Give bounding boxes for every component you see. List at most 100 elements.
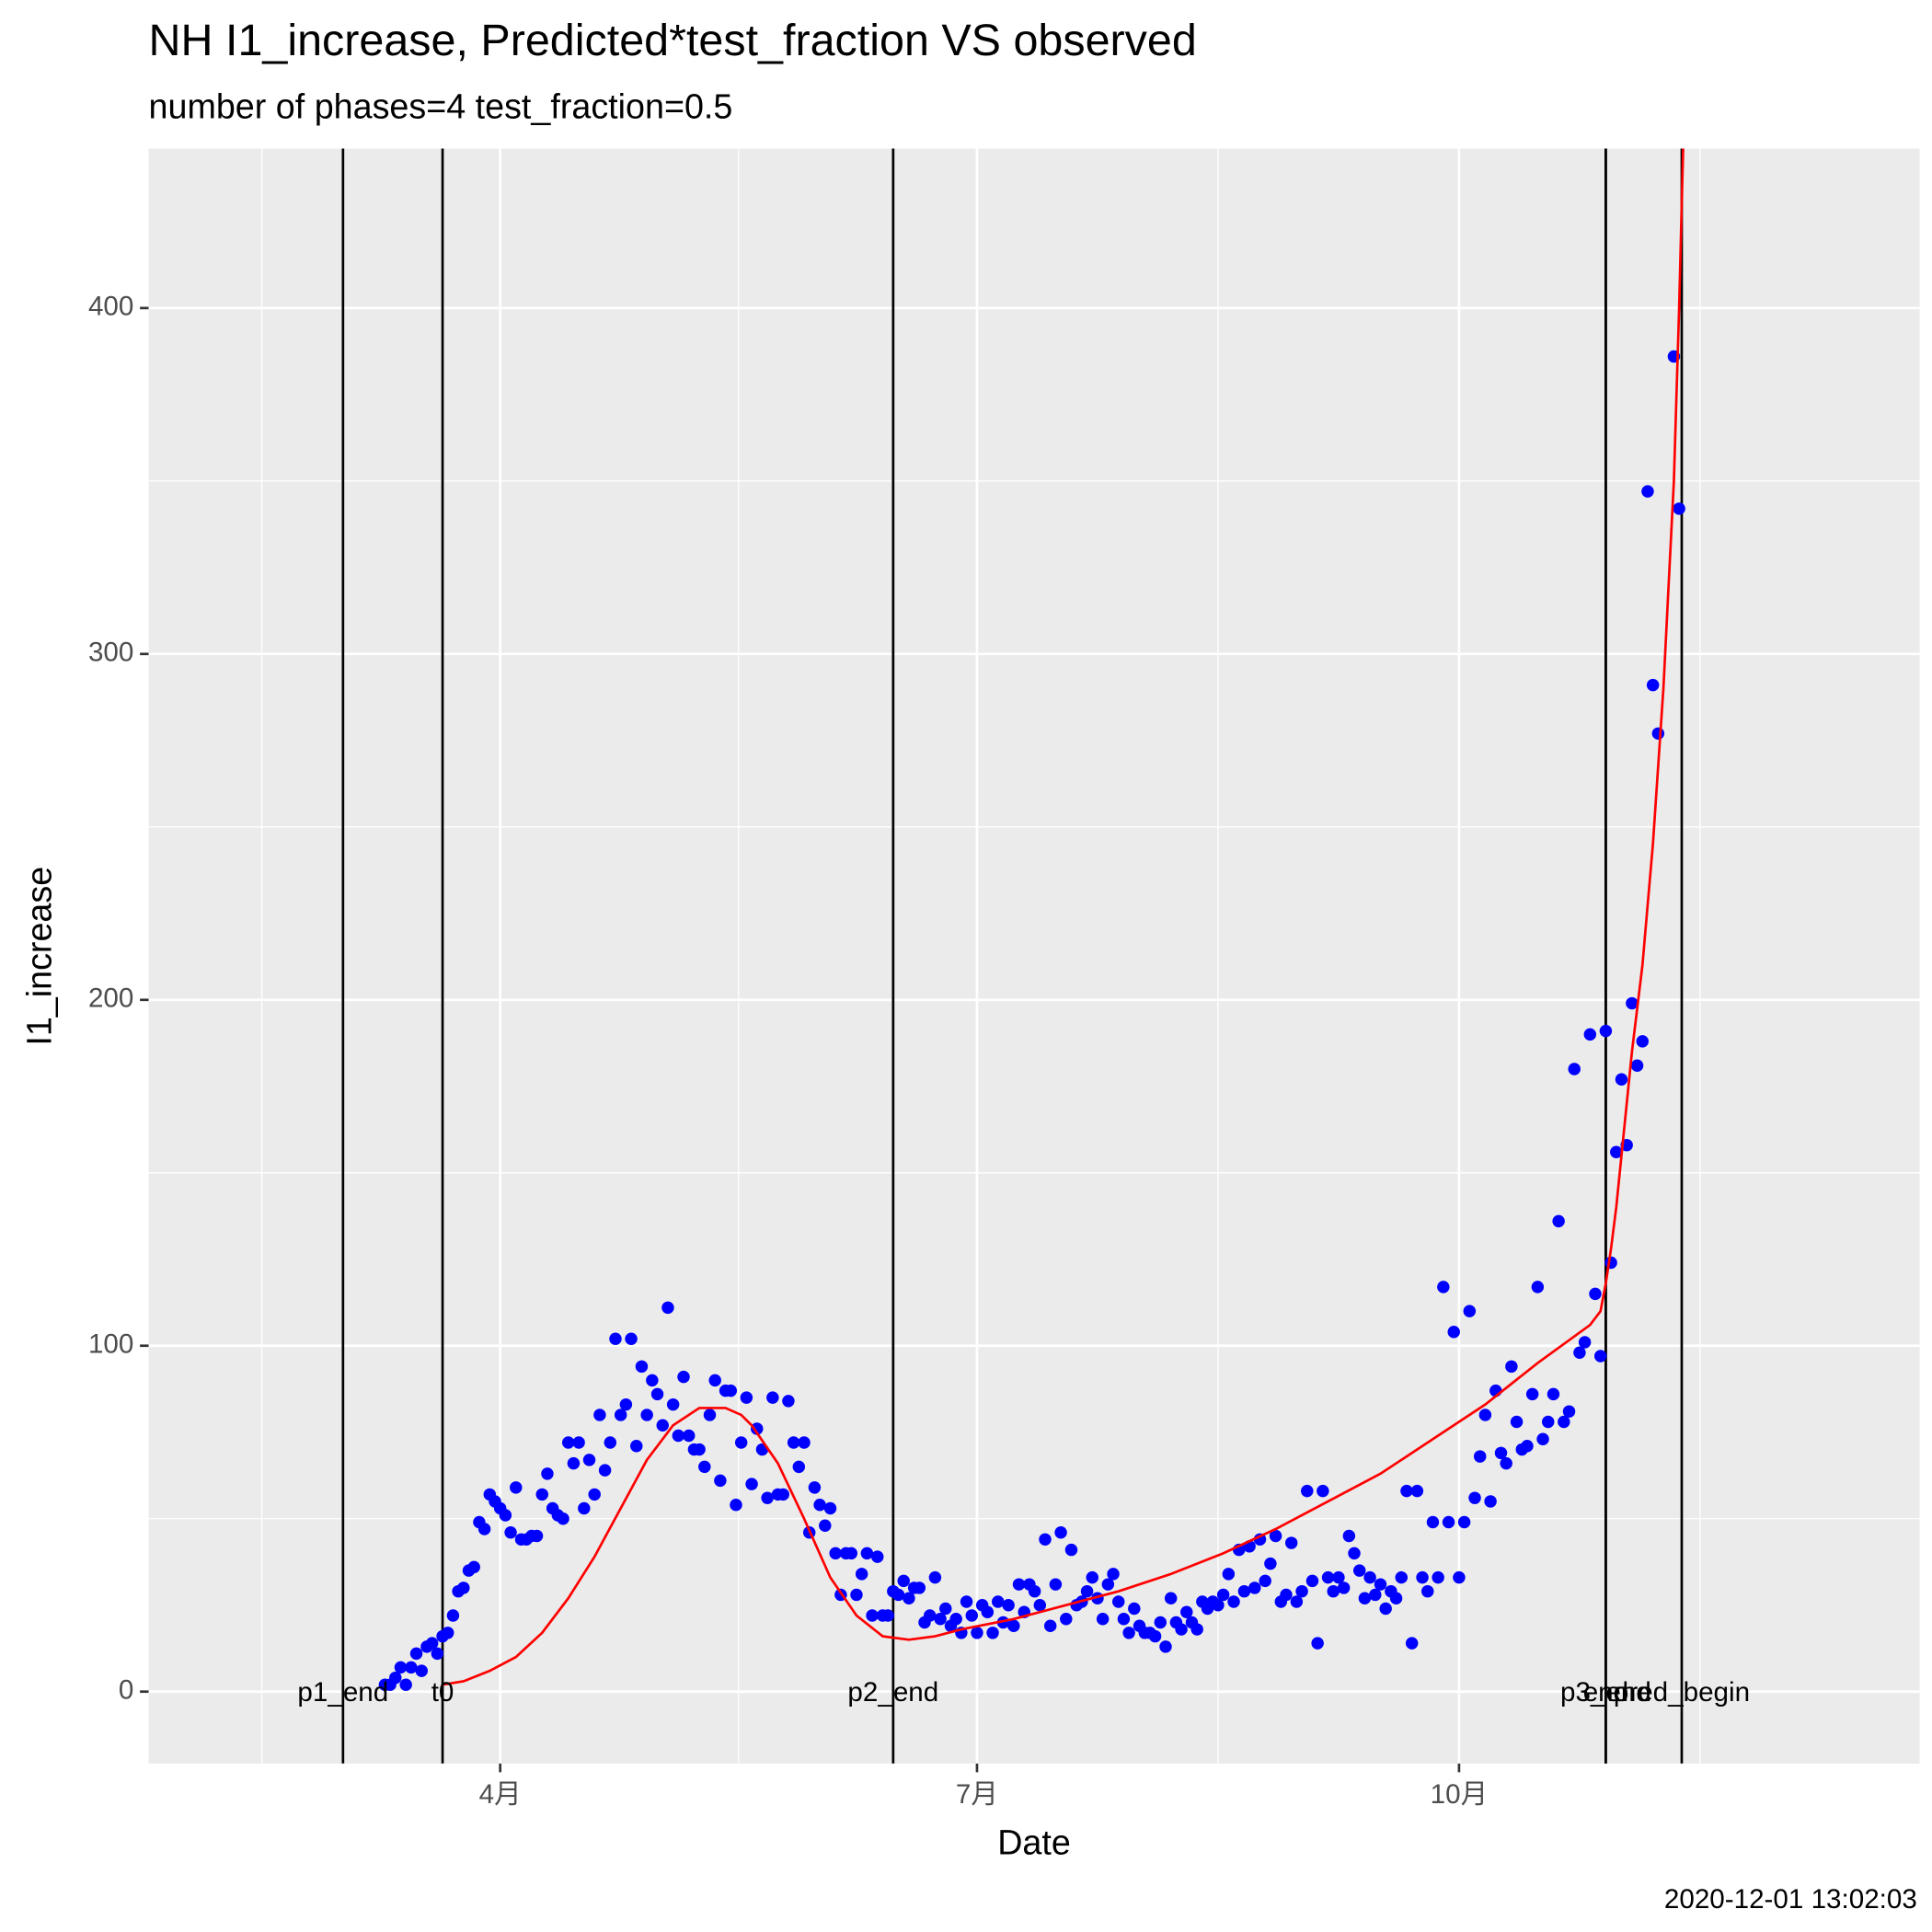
data-point [1626, 996, 1639, 1010]
data-point [477, 1523, 491, 1535]
data-point [1463, 1305, 1477, 1317]
data-point [646, 1374, 659, 1387]
data-point [561, 1436, 575, 1449]
data-point [593, 1409, 606, 1421]
data-point [960, 1595, 973, 1608]
data-point [1484, 1495, 1497, 1508]
data-point [1583, 1028, 1597, 1041]
data-point [1342, 1529, 1356, 1543]
data-point [1410, 1484, 1424, 1498]
data-point [1400, 1484, 1413, 1498]
data-point [640, 1409, 653, 1421]
y-tick-label: 200 [88, 983, 133, 1014]
data-point [1369, 1588, 1382, 1602]
data-point [813, 1498, 826, 1512]
data-point [1494, 1446, 1508, 1460]
data-point [1290, 1595, 1304, 1608]
data-point [866, 1609, 879, 1622]
data-point [1164, 1592, 1178, 1604]
data-point [1237, 1584, 1251, 1598]
data-point [1416, 1570, 1429, 1584]
data-point [619, 1397, 633, 1411]
data-point [934, 1613, 947, 1626]
data-point [965, 1609, 978, 1622]
data-point [708, 1374, 721, 1387]
data-point [1673, 502, 1685, 515]
y-tick-label: 0 [119, 1675, 133, 1706]
data-point [703, 1409, 717, 1421]
data-point [1562, 1405, 1576, 1418]
data-point [499, 1509, 512, 1522]
data-point [1395, 1570, 1409, 1584]
data-point [992, 1595, 1005, 1608]
data-point [1337, 1581, 1351, 1594]
data-point [891, 1588, 905, 1602]
data-point [787, 1436, 800, 1449]
data-point [1117, 1613, 1131, 1626]
data-point [625, 1332, 638, 1345]
data-point [677, 1370, 690, 1384]
data-point [1039, 1533, 1052, 1547]
data-point [405, 1661, 418, 1674]
data-point [1363, 1570, 1376, 1584]
data-point [981, 1605, 995, 1618]
data-point [409, 1647, 423, 1661]
data-point [1086, 1570, 1098, 1584]
data-point [635, 1360, 649, 1374]
data-point [724, 1384, 738, 1397]
data-point [541, 1467, 554, 1480]
data-point [1180, 1605, 1193, 1618]
data-point [1054, 1526, 1067, 1539]
data-point [1321, 1570, 1335, 1584]
chart-subtitle: number of phases=4 test_fraction=0.5 [149, 86, 733, 125]
x-tick-label: 4月 [479, 1779, 522, 1810]
data-point [630, 1440, 643, 1453]
data-point [1259, 1574, 1271, 1588]
data-point [1148, 1629, 1162, 1643]
data-point [1558, 1415, 1570, 1429]
data-point [766, 1391, 779, 1404]
data-point [567, 1456, 581, 1470]
data-point [1389, 1592, 1403, 1604]
data-point [1473, 1450, 1487, 1463]
data-point [1311, 1637, 1324, 1650]
data-point [1578, 1336, 1592, 1349]
data-point [1432, 1570, 1444, 1584]
data-point [1374, 1578, 1387, 1591]
data-point [1112, 1595, 1125, 1608]
data-point [808, 1481, 822, 1494]
data-point [740, 1391, 753, 1404]
data-point [510, 1481, 523, 1494]
data-point [1064, 1543, 1078, 1557]
phase-label: p2_end [847, 1677, 938, 1708]
data-point [751, 1422, 764, 1435]
data-point [1604, 1256, 1617, 1270]
data-point [1536, 1432, 1549, 1445]
data-point [557, 1512, 569, 1525]
data-point [425, 1637, 439, 1650]
data-point [1636, 1035, 1649, 1048]
data-point [394, 1661, 408, 1674]
data-point [588, 1488, 601, 1501]
data-point [1437, 1281, 1450, 1294]
data-point [1421, 1584, 1434, 1598]
data-point [850, 1588, 863, 1602]
data-point [1646, 678, 1660, 692]
x-axis-title: Date [997, 1823, 1071, 1862]
data-point [572, 1436, 585, 1449]
data-point [782, 1395, 795, 1408]
data-point [457, 1581, 470, 1594]
data-point [1426, 1515, 1440, 1529]
x-tick-label: 10月 [1431, 1779, 1489, 1810]
data-point [1264, 1557, 1277, 1570]
data-point [1096, 1613, 1110, 1626]
data-point [682, 1429, 696, 1443]
data-point [1615, 1073, 1628, 1086]
data-point [1442, 1515, 1455, 1529]
phase-label: pred_begin [1614, 1677, 1750, 1708]
data-point [1332, 1570, 1345, 1584]
data-point [819, 1519, 832, 1532]
data-point [1505, 1360, 1518, 1374]
data-point [578, 1501, 591, 1515]
